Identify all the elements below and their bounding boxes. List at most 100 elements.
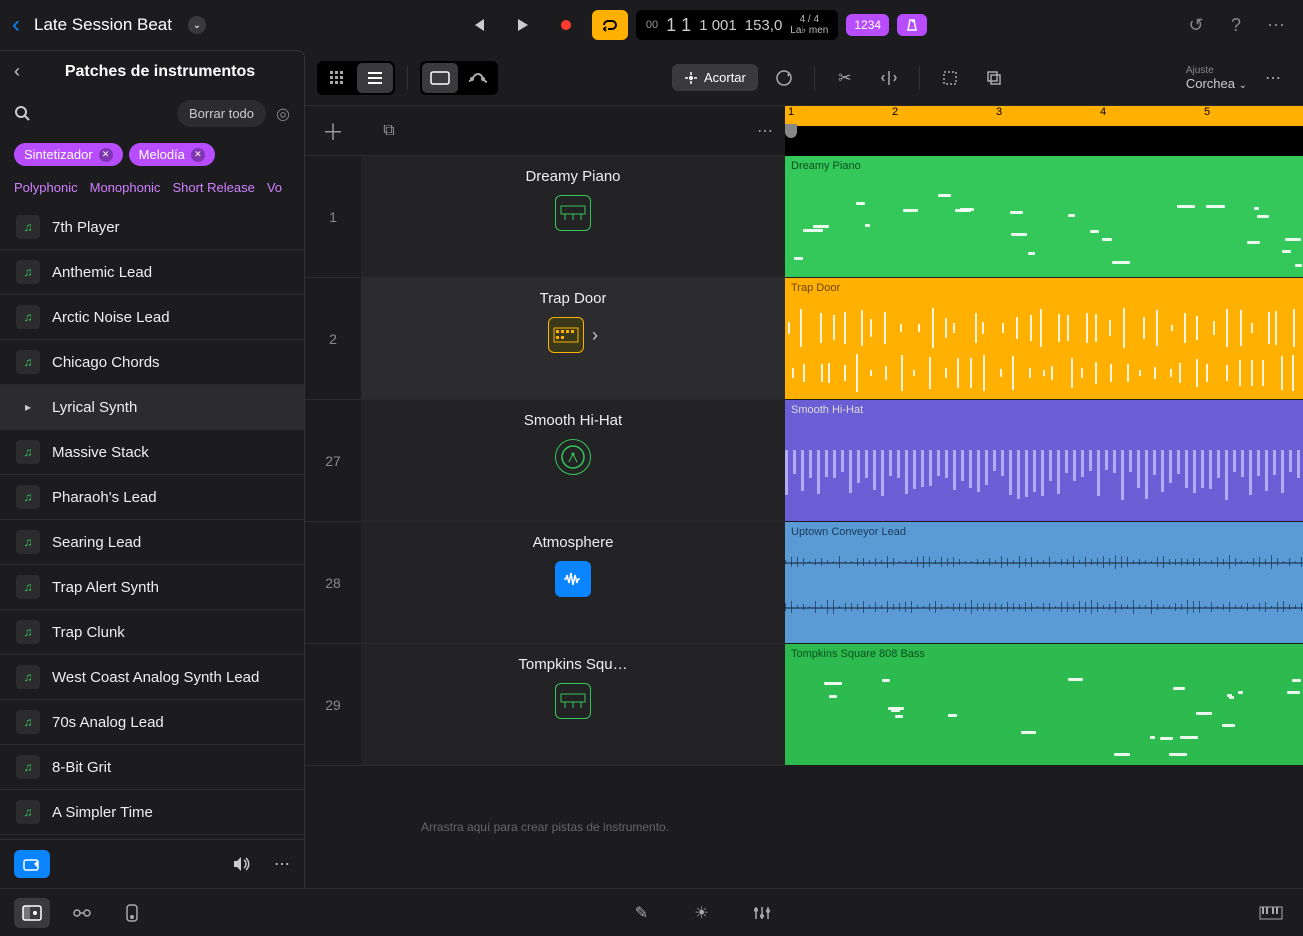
track-header[interactable]: Tompkins Squ… [361, 644, 785, 765]
mixer-toggle-icon[interactable] [64, 898, 100, 928]
playhead[interactable] [785, 124, 797, 138]
lcd-prefix: 00 [646, 19, 658, 31]
patch-item[interactable]: ▸Lyrical Synth [0, 385, 304, 430]
track-region[interactable]: Dreamy Piano [785, 156, 1303, 278]
patch-item[interactable]: ♫Trap Clunk [0, 610, 304, 655]
patch-item[interactable]: ♫ West Coast Analog Synth Lead [0, 655, 304, 700]
patch-icon: ♫ [16, 215, 40, 239]
volume-icon[interactable] [232, 856, 252, 872]
track-region[interactable]: Tompkins Square 808 Bass [785, 644, 1303, 766]
sidebar-more-icon[interactable]: ⋯ [274, 854, 290, 874]
back-arrow-icon[interactable]: ‹ [12, 11, 20, 39]
patch-item[interactable]: ♫Arctic Noise Lead [0, 295, 304, 340]
help-icon[interactable]: ? [1221, 10, 1251, 40]
track-region[interactable]: Smooth Hi-Hat [785, 400, 1303, 522]
filter-tag[interactable]: Melodía ✕ [129, 143, 215, 166]
sound-packs-icon[interactable]: ◎ [276, 104, 290, 124]
track-number: 2 [305, 278, 361, 399]
patch-icon: ♫ [16, 755, 40, 779]
metronome-pill[interactable] [897, 14, 927, 36]
tag-label: Melodía [139, 147, 185, 162]
track-expand-icon[interactable]: › [592, 325, 598, 346]
subtag[interactable]: Short Release [172, 180, 254, 195]
lcd-bar: 1 1 [666, 15, 691, 36]
track-header[interactable]: Atmosphere [361, 522, 785, 643]
subtag[interactable]: Monophonic [90, 180, 161, 195]
patch-item[interactable]: ♫8-Bit Grit [0, 745, 304, 790]
filter-tag[interactable]: Sintetizador✕ [14, 143, 123, 166]
browse-button[interactable] [14, 850, 50, 878]
tag-remove-icon[interactable]: ✕ [99, 148, 113, 162]
patch-item[interactable]: ♫7th Player [0, 205, 304, 250]
project-title[interactable]: Late Session Beat [34, 15, 172, 35]
tag-remove-icon[interactable]: ✕ [191, 148, 205, 162]
more-icon[interactable]: ⋯ [1261, 10, 1291, 40]
duplicate-track-icon[interactable]: ⧉ [383, 122, 394, 140]
settings-sliders-icon[interactable] [744, 898, 780, 928]
snap-setting[interactable]: Ajuste Corchea ⌄ [1186, 65, 1247, 91]
brightness-icon[interactable]: ☀ [684, 898, 720, 928]
patch-item[interactable]: ♫Massive Stack [0, 430, 304, 475]
patch-item[interactable]: ♫A Simpler Time [0, 790, 304, 835]
patch-item[interactable]: ♫Trap Alert Synth [0, 565, 304, 610]
record-button[interactable] [548, 10, 584, 40]
play-button[interactable] [504, 10, 540, 40]
list-view-icon[interactable] [357, 63, 393, 93]
track-header[interactable]: Dreamy Piano [361, 156, 785, 277]
patch-item[interactable]: ♫Anthemic Lead [0, 250, 304, 295]
track-region[interactable]: Uptown Conveyor Lead [785, 522, 1303, 644]
go-to-start-button[interactable] [460, 10, 496, 40]
toolbar-more-icon[interactable]: ⋯ [1255, 63, 1291, 93]
patch-item[interactable]: ♫70s Analog Lead [0, 700, 304, 745]
loop-icon[interactable] [766, 63, 802, 93]
clear-all-button[interactable]: Borrar todo [177, 100, 266, 127]
patch-item[interactable]: ♫Searing Lead [0, 520, 304, 565]
split-icon[interactable] [871, 63, 907, 93]
copy-icon[interactable] [976, 63, 1012, 93]
grid-view-icon[interactable] [319, 63, 355, 93]
tag-list: Sintetizador✕ Melodía ✕ [0, 135, 304, 174]
acortar-button[interactable]: Acortar [672, 64, 758, 91]
region-view-icon[interactable] [422, 63, 458, 93]
sidebar-back-icon[interactable]: ‹ [14, 61, 20, 82]
track-area: Acortar ✂ Ajuste Corchea ⌄ ⋯ [305, 50, 1303, 888]
lcd-display[interactable]: 00 1 1 1 001 153,0 4 / 4La♭ men [636, 10, 838, 40]
ruler[interactable]: 12345678 [785, 106, 1303, 156]
subtag[interactable]: Polyphonic [14, 180, 78, 195]
count-pill[interactable]: 1234 [846, 14, 889, 36]
track-header-more-icon[interactable]: ⋯ [757, 121, 773, 141]
patch-name: Massive Stack [52, 444, 149, 461]
drop-zone[interactable]: Arrastra aquí para crear pistas de instr… [305, 766, 785, 888]
lcd-tempo: 153,0 [745, 17, 783, 34]
automation-view-icon[interactable] [460, 63, 496, 93]
undo-icon[interactable]: ↺ [1181, 10, 1211, 40]
browser-toggle-icon[interactable] [14, 898, 50, 928]
patch-item[interactable]: ♫Chicago Chords [0, 340, 304, 385]
keyboard-icon[interactable] [1253, 898, 1289, 928]
patch-name: West Coast Analog Synth Lead [52, 669, 259, 686]
piano-toggle-icon[interactable] [114, 898, 150, 928]
title-dropdown-icon[interactable]: ⌄ [188, 16, 206, 34]
add-track-button[interactable]: ＋ [322, 115, 344, 147]
patch-item[interactable]: ♫Pharaoh's Lead [0, 475, 304, 520]
marquee-icon[interactable] [932, 63, 968, 93]
search-icon[interactable] [14, 105, 32, 123]
patch-icon: ♫ [16, 620, 40, 644]
track-icon[interactable] [555, 561, 591, 597]
track-icon[interactable] [555, 195, 591, 231]
track-header[interactable]: Smooth Hi-Hat [361, 400, 785, 521]
track-number: 1 [305, 156, 361, 277]
track-icon[interactable] [548, 317, 584, 353]
subtag[interactable]: Vo [267, 180, 282, 195]
track-region[interactable]: Trap Door [785, 278, 1303, 400]
track-icon[interactable] [555, 683, 591, 719]
patch-icon: ♫ [16, 485, 40, 509]
patch-icon: ♫ [16, 665, 40, 689]
track-icon[interactable] [555, 439, 591, 475]
ruler-tick: 5 [1201, 106, 1210, 126]
pencil-tool-icon[interactable]: ✎ [624, 898, 660, 928]
region-label: Dreamy Piano [791, 160, 861, 172]
scissors-icon[interactable]: ✂ [827, 63, 863, 93]
cycle-button[interactable] [592, 10, 628, 40]
track-header[interactable]: Trap Door› [361, 278, 785, 399]
